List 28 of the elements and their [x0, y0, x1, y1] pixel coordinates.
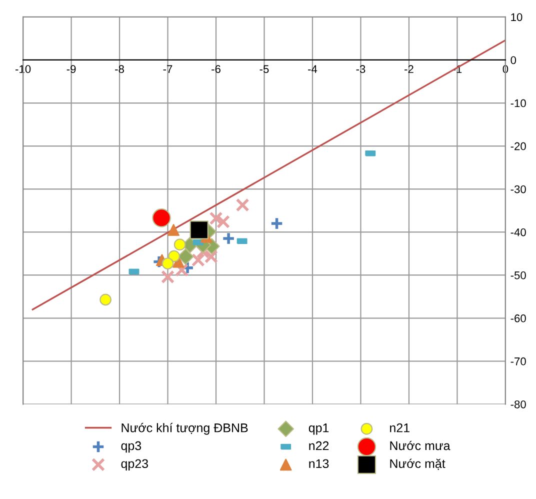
- y-tick-label: -60: [510, 314, 526, 322]
- legend-label: n22: [309, 441, 329, 450]
- y-tick-label: -30: [510, 185, 526, 194]
- x-tick-label: -10: [16, 65, 31, 74]
- y-tick-label: -10: [510, 99, 526, 108]
- legend-label: Nước khí tượng ĐBNB: [122, 422, 248, 435]
- y-tick-label: -50: [510, 271, 526, 280]
- legend-label: n21: [390, 423, 410, 432]
- y-tick-label: -70: [510, 357, 526, 366]
- x-tick-label: -7: [163, 65, 172, 73]
- x-tick-label: -6: [212, 65, 220, 74]
- y-tick-label: 10: [511, 13, 522, 22]
- y-tick-label: -20: [510, 142, 526, 150]
- x-tick-label: -5: [260, 65, 269, 74]
- legend-label: Nước mặt: [390, 458, 446, 470]
- legend-label: qp1: [308, 424, 329, 435]
- legend-label: n13: [309, 459, 329, 468]
- x-tick-label: -4: [308, 65, 318, 73]
- legend-label: Nước mưa: [390, 440, 450, 450]
- y-tick-label: -80: [510, 400, 526, 408]
- legend-label: qp23: [121, 459, 148, 471]
- y-tick-label: 0: [510, 56, 516, 64]
- legend-label: qp3: [121, 441, 142, 453]
- x-tick-label: -2: [404, 65, 414, 73]
- x-tick-label: -3: [356, 65, 366, 74]
- x-tick-label: -9: [66, 65, 76, 74]
- x-tick-label: -8: [115, 65, 124, 74]
- y-tick-label: -40: [510, 228, 526, 236]
